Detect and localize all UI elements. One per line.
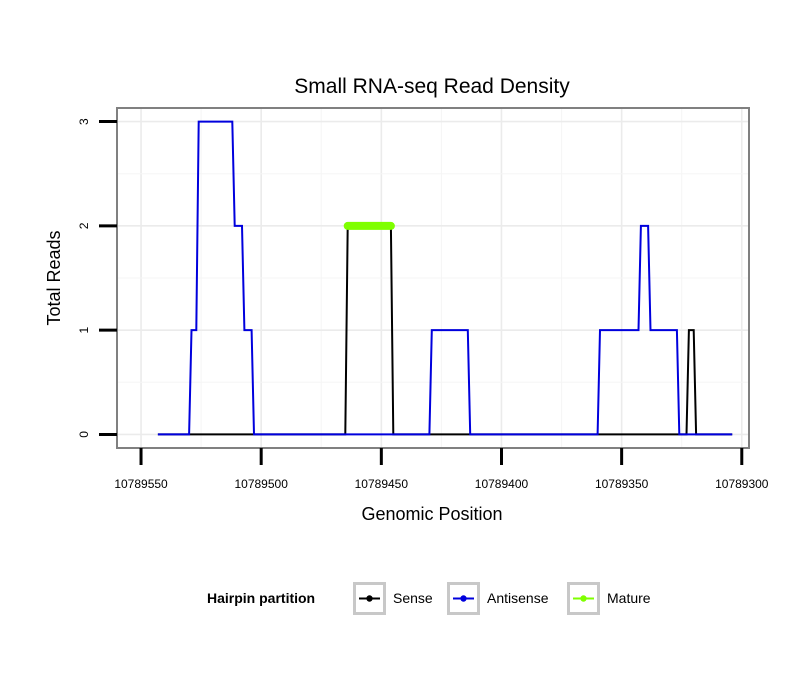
x-tick-label: 10789550 — [114, 477, 168, 491]
x-tick-label: 10789400 — [475, 477, 529, 491]
y-tick-label: 2 — [77, 222, 91, 229]
x-tick-label: 10789300 — [715, 477, 769, 491]
legend-label-sense: Sense — [393, 590, 433, 606]
legend-label-antisense: Antisense — [487, 590, 549, 606]
legend: Hairpin partition Sense Antisense Mature — [207, 582, 651, 615]
x-tick-label: 10789500 — [234, 477, 288, 491]
y-tick-label: 3 — [77, 118, 91, 125]
legend-swatch-point-sense — [366, 595, 373, 602]
y-axis-title: Total Reads — [44, 230, 64, 325]
legend-swatch-point-mature — [580, 595, 587, 602]
legend-swatch-point-antisense — [460, 595, 467, 602]
y-tick-label: 0 — [77, 431, 91, 438]
plot-border — [116, 107, 750, 449]
series-group — [157, 120, 733, 436]
x-tick-label: 10789450 — [355, 477, 409, 491]
y-tick-label: 1 — [77, 326, 91, 333]
x-axis: 10789550 10789500 10789450 10789400 10789350… — [114, 448, 769, 491]
legend-label-mature: Mature — [607, 590, 651, 606]
x-axis-title: Genomic Position — [361, 504, 502, 524]
x-tick-label: 10789350 — [595, 477, 649, 491]
chart-title: Small RNA-seq Read Density — [294, 75, 570, 98]
legend-title: Hairpin partition — [207, 590, 315, 606]
y-axis: 0 1 2 3 — [77, 118, 117, 438]
series-antisense-line — [157, 120, 733, 436]
